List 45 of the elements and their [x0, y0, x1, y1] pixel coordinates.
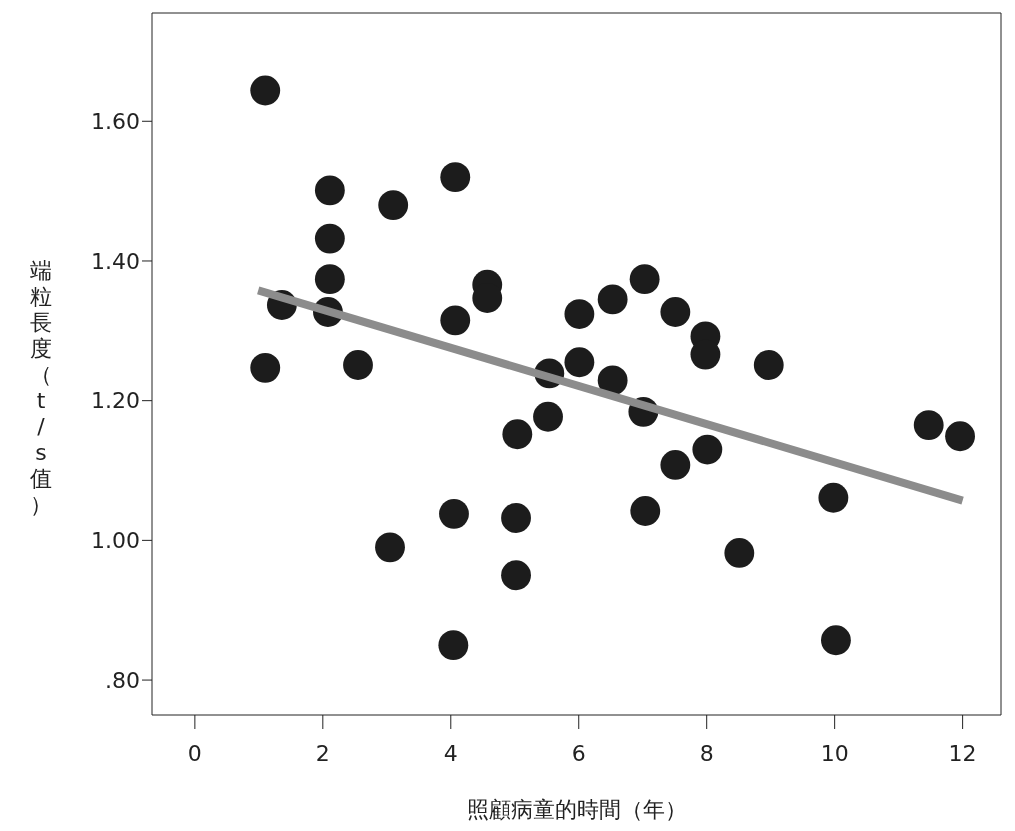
point [660, 450, 691, 480]
point [692, 434, 723, 465]
point [314, 175, 345, 206]
point [502, 419, 533, 450]
point [439, 498, 469, 529]
x-tick-label: 8 [699, 740, 714, 766]
point [753, 350, 784, 380]
point [564, 299, 595, 329]
point [250, 75, 281, 106]
y-tick-label: .80 [105, 667, 140, 693]
y-tick-label: 1.00 [91, 528, 140, 554]
text: 端粒長度（t/s值） [30, 258, 52, 517]
x-tick-label: 2 [315, 740, 330, 766]
point [945, 421, 975, 452]
y-tick-label: 1.20 [91, 388, 140, 414]
point [818, 482, 849, 513]
x-tick-label: 10 [820, 740, 849, 766]
point [378, 190, 409, 220]
point [501, 503, 531, 533]
point [440, 162, 471, 193]
x-axis-title: 照顧病童的時間（年） [466, 797, 687, 822]
point [913, 410, 944, 441]
point [660, 297, 691, 327]
point [314, 223, 345, 254]
point [597, 365, 628, 396]
x-tick-label: 0 [187, 740, 202, 766]
point [564, 347, 595, 378]
point [250, 352, 281, 383]
point [821, 625, 851, 656]
point [630, 496, 661, 526]
x-tick-label: 12 [948, 740, 977, 766]
point [629, 264, 660, 295]
point [440, 305, 471, 336]
point [533, 401, 563, 432]
point [343, 350, 373, 380]
x-tick-label: 4 [443, 740, 458, 766]
point [501, 560, 531, 591]
point [375, 532, 405, 563]
x-tick-label: 6 [571, 740, 586, 766]
point [314, 264, 345, 295]
point [724, 538, 755, 568]
point [597, 284, 628, 315]
y-tick-label: 1.40 [91, 248, 140, 274]
y-tick-label: 1.60 [91, 109, 140, 135]
point [438, 630, 469, 661]
